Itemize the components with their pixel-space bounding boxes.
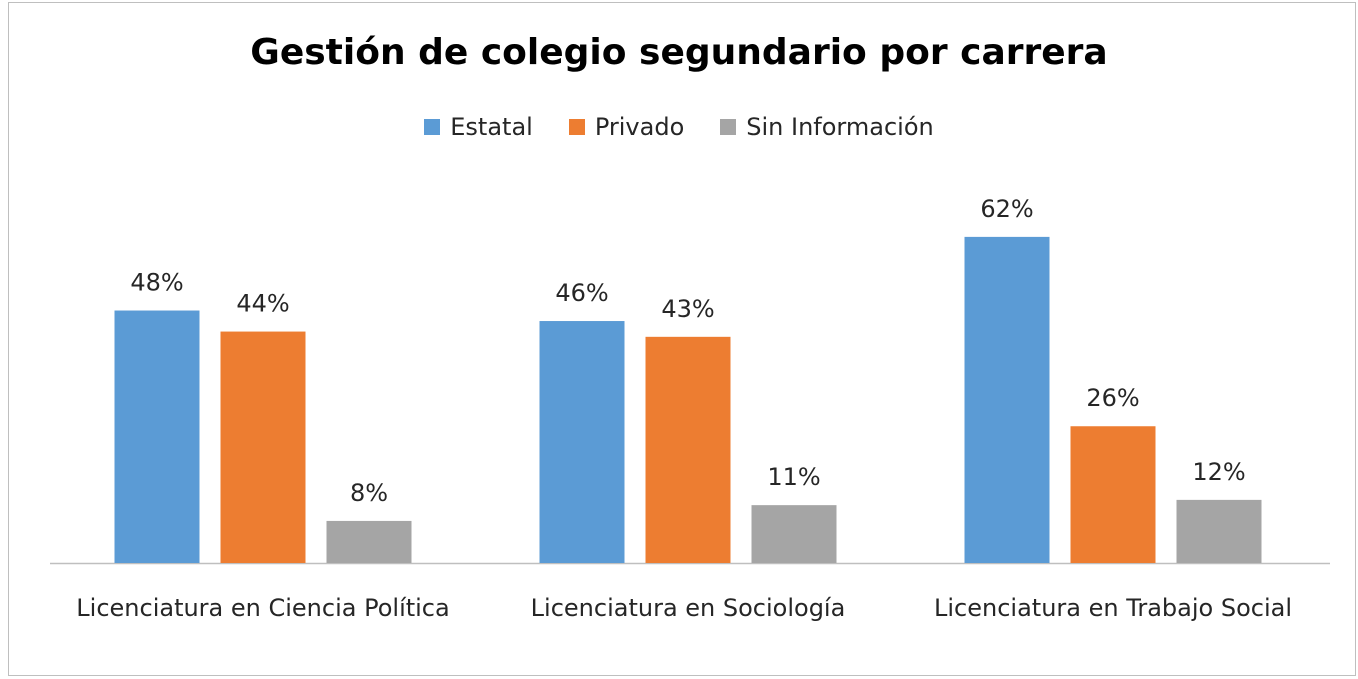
- bar: [114, 310, 200, 563]
- data-label: 43%: [661, 295, 714, 323]
- legend-label: Privado: [594, 113, 685, 141]
- data-label: 46%: [555, 279, 608, 307]
- legend: Estatal Privado Sin Información: [0, 113, 1358, 141]
- x-tick-label: Licenciatura en Ciencia Política: [76, 594, 450, 622]
- bar: [964, 236, 1050, 563]
- legend-swatch: [424, 119, 441, 135]
- legend-item: Privado: [568, 113, 685, 141]
- legend-swatch: [720, 119, 737, 135]
- x-tick-label: Licenciatura en Trabajo Social: [934, 594, 1292, 622]
- legend-swatch: [568, 119, 585, 135]
- chart-title: Gestión de colegio segundario por carrer…: [250, 32, 1108, 73]
- bar: [645, 336, 731, 563]
- bar: [220, 331, 306, 563]
- chart-border: [8, 2, 1356, 676]
- legend-item: Estatal: [424, 113, 533, 141]
- bar: [1176, 499, 1262, 563]
- data-label: 11%: [767, 463, 820, 491]
- data-label: 26%: [1086, 384, 1139, 412]
- data-label: 48%: [130, 269, 183, 297]
- data-label: 8%: [350, 479, 388, 507]
- legend-label: Sin Información: [746, 113, 934, 141]
- data-label: 12%: [1192, 458, 1245, 486]
- data-label: 44%: [236, 290, 289, 318]
- bar: [539, 321, 625, 563]
- data-label: 62%: [980, 195, 1033, 223]
- bar: [1070, 426, 1156, 563]
- legend-item: Sin Información: [720, 113, 934, 141]
- x-tick-label: Licenciatura en Sociología: [530, 594, 846, 622]
- legend-label: Estatal: [450, 113, 533, 141]
- bar: [326, 520, 412, 563]
- bar: [751, 505, 837, 563]
